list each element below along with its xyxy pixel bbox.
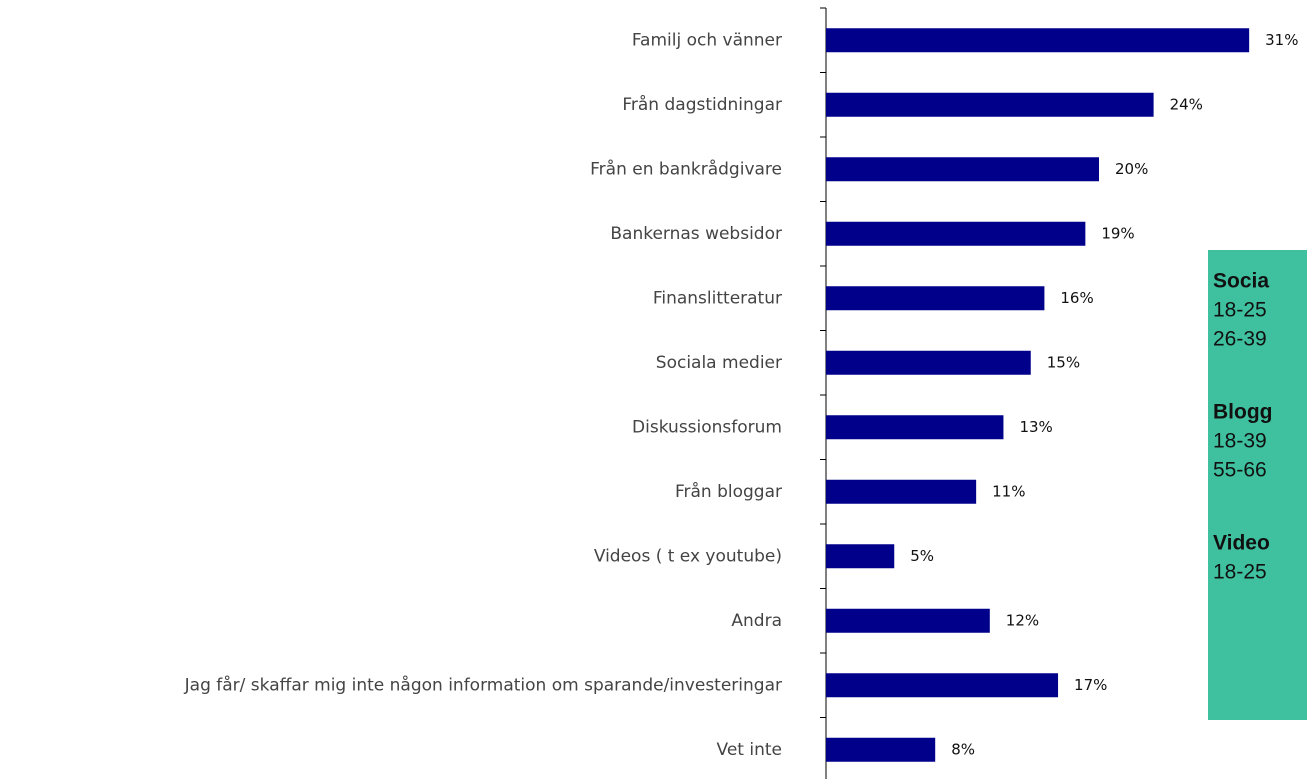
value-label: 11%: [992, 482, 1025, 500]
category-label: Från bloggar: [675, 481, 782, 502]
value-label: 8%: [951, 740, 975, 758]
bar: [826, 157, 1099, 182]
bar: [826, 350, 1031, 375]
bar: [826, 92, 1154, 117]
bar: [826, 608, 990, 633]
value-label: 17%: [1074, 676, 1107, 694]
bar: [826, 479, 977, 504]
annotation-heading: Socia: [1213, 270, 1269, 293]
category-label: Bankernas websidor: [610, 224, 782, 244]
annotation-line: 55-66: [1213, 459, 1267, 482]
value-label: 15%: [1047, 353, 1080, 371]
category-label: Familj och vänner: [632, 30, 782, 50]
bar: [826, 28, 1250, 53]
category-label: Jag får/ skaffar mig inte någon informat…: [184, 674, 782, 695]
category-label: Andra: [731, 611, 782, 631]
annotation-line: 18-25: [1213, 299, 1267, 322]
category-label: Från dagstidningar: [622, 94, 782, 115]
category-label: Finanslitteratur: [653, 288, 782, 308]
value-label: 13%: [1019, 418, 1052, 436]
category-label: Sociala medier: [656, 353, 782, 373]
value-label: 31%: [1265, 31, 1298, 49]
value-label: 5%: [910, 547, 934, 565]
category-label: Diskussionsforum: [632, 417, 782, 437]
bar: [826, 544, 895, 569]
bar: [826, 673, 1059, 698]
category-label: Från en bankrådgivare: [590, 158, 782, 179]
value-label: 24%: [1170, 95, 1203, 113]
value-label: 16%: [1060, 289, 1093, 307]
bar: [826, 286, 1045, 311]
value-label: 19%: [1101, 224, 1134, 242]
annotation-heading: Video: [1213, 532, 1270, 555]
bar: [826, 221, 1086, 246]
value-label: 20%: [1115, 160, 1148, 178]
annotation-line: 18-39: [1213, 430, 1267, 453]
annotation-box: [1208, 250, 1307, 720]
bar: [826, 737, 936, 762]
annotation-line: 18-25: [1213, 561, 1267, 584]
category-label: Vet inte: [717, 740, 782, 760]
annotation-heading: Blogg: [1213, 401, 1272, 424]
category-label: Videos ( t ex youtube): [594, 546, 782, 566]
value-label: 12%: [1006, 611, 1039, 629]
bar: [826, 415, 1004, 440]
annotation-line: 26-39: [1213, 328, 1267, 351]
